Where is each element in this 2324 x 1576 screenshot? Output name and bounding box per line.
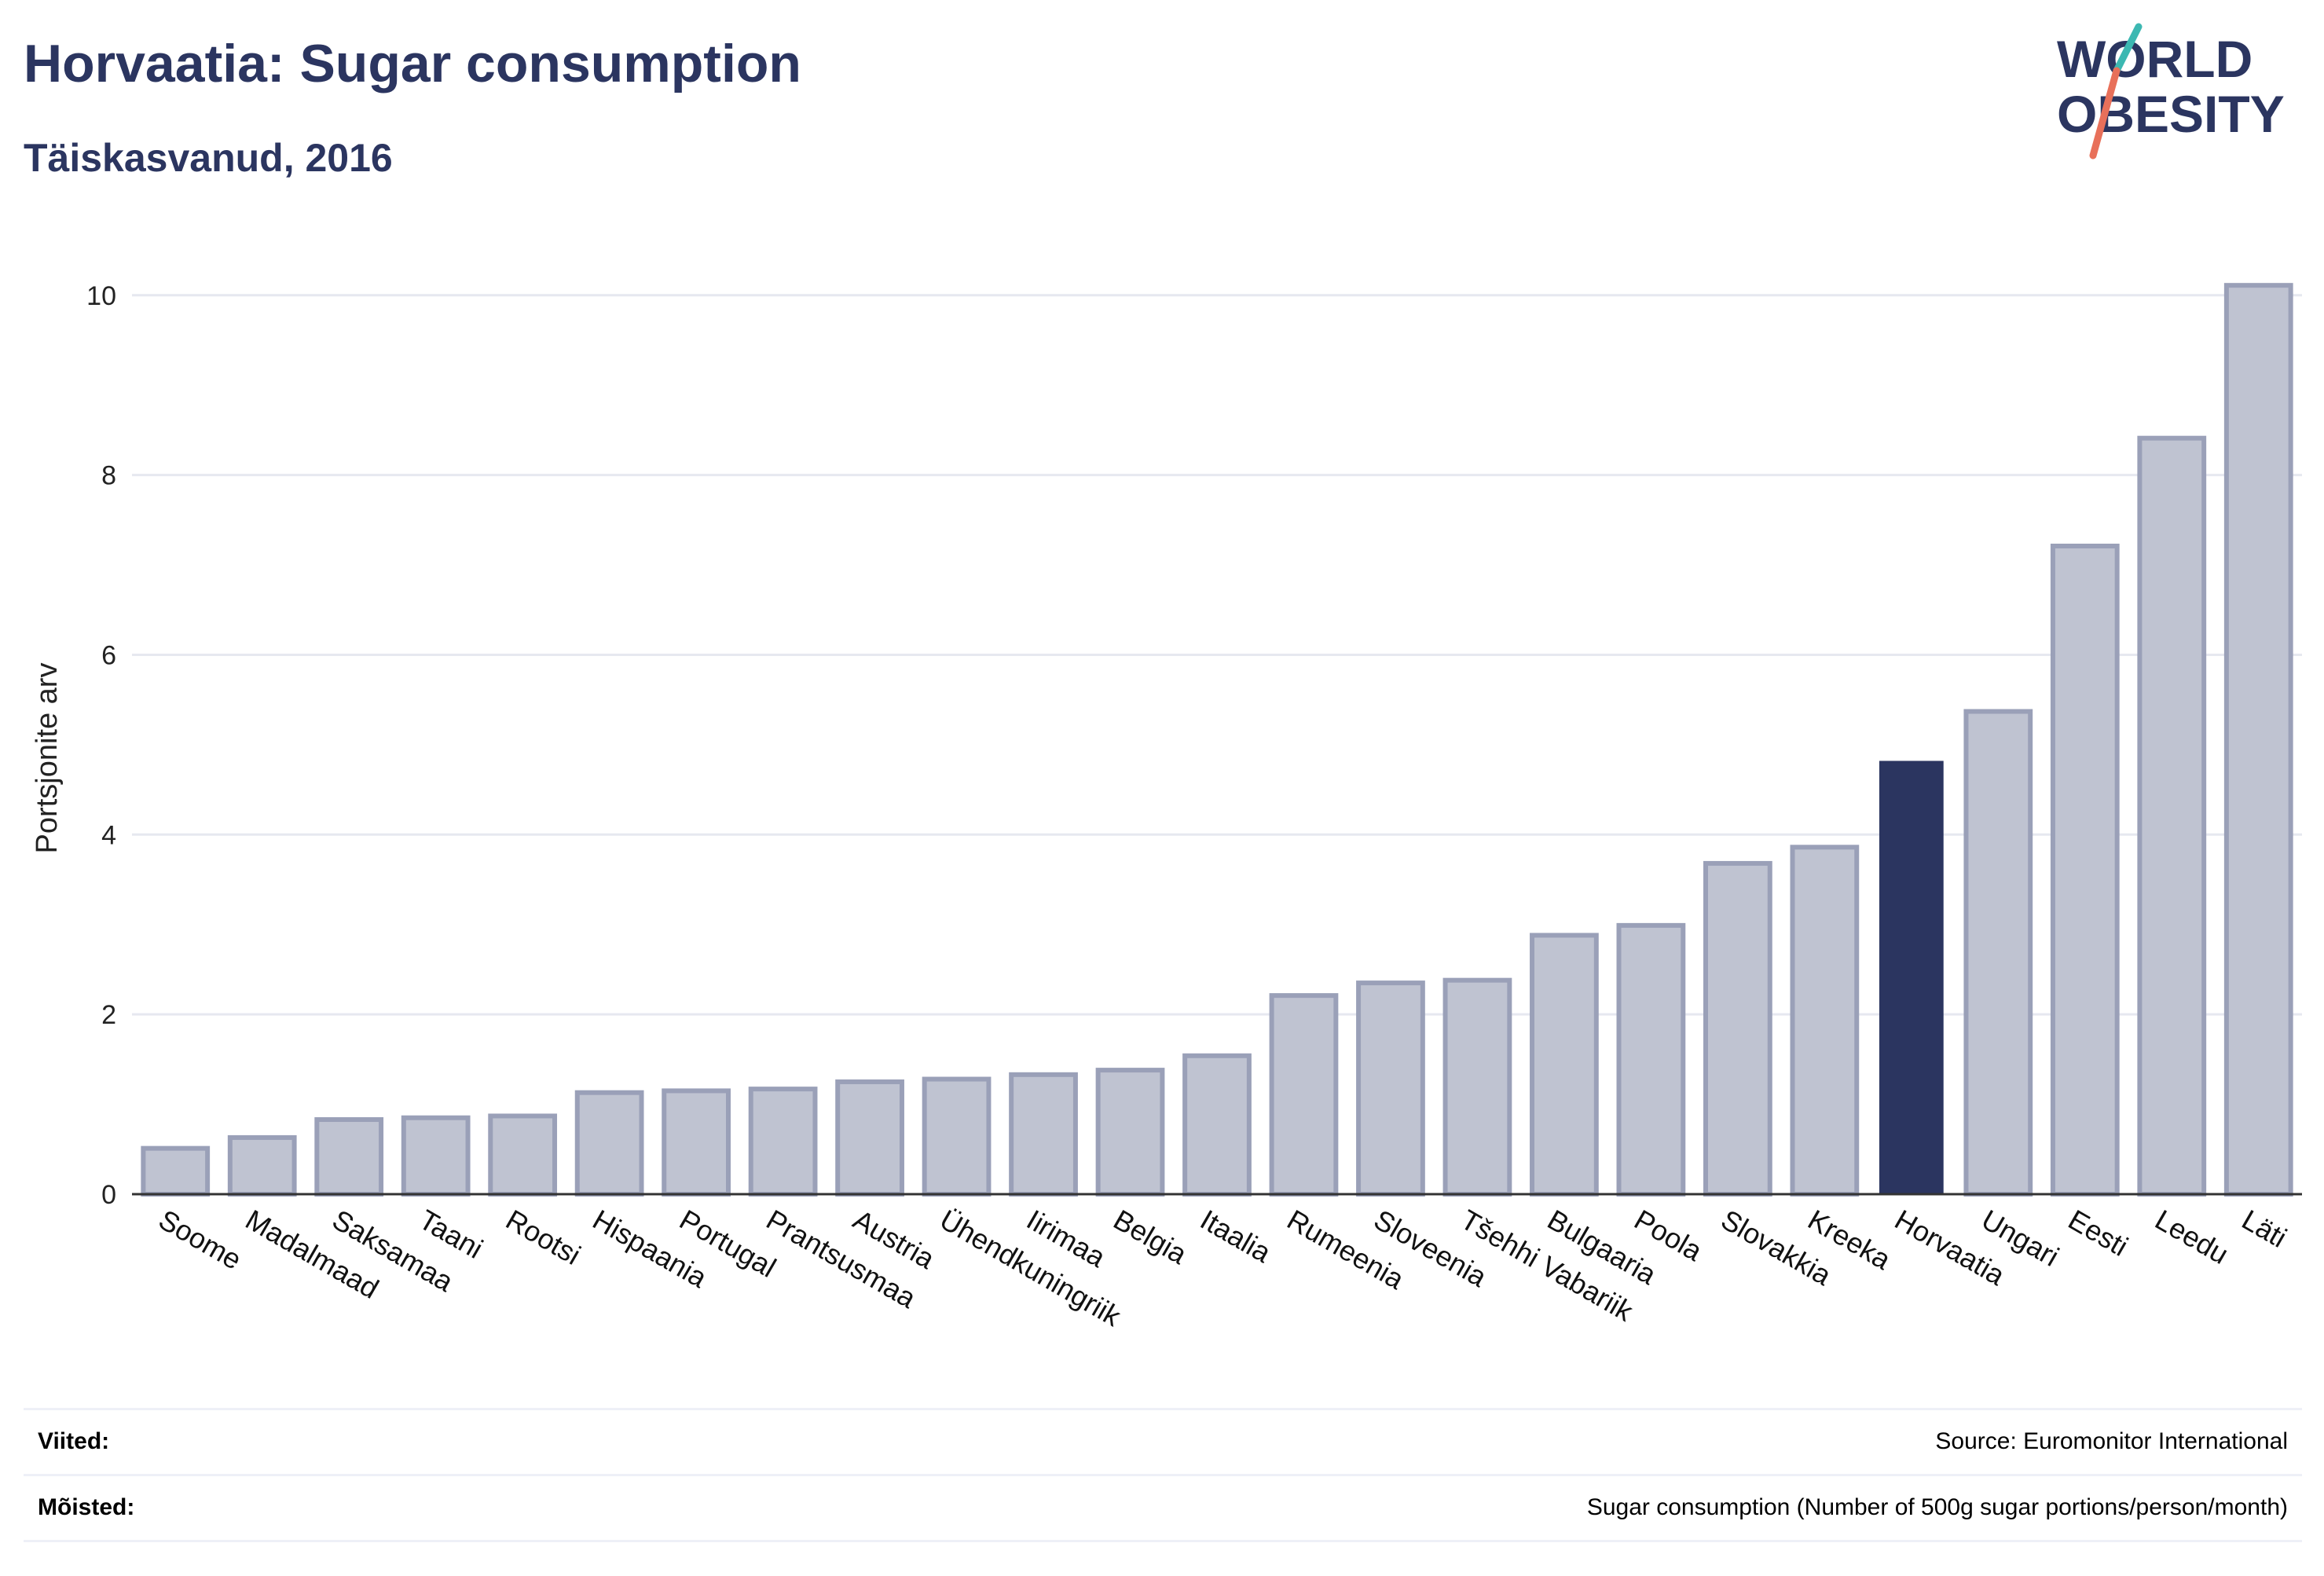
bar-eesti (2050, 544, 2120, 1197)
bar-rumeenia (1269, 993, 1339, 1197)
footer-definitions-row: Mõisted: Sugar consumption (Number of 50… (24, 1477, 2302, 1541)
x-tick-label: Belgia (1109, 1203, 1193, 1270)
logo-slash-teal (2113, 23, 2143, 75)
x-tick-label: Rootsi (500, 1203, 586, 1271)
bar-bulgaaria (1530, 933, 1599, 1197)
bar-belgia (1095, 1068, 1165, 1197)
x-tick-label: Eesti (2063, 1203, 2134, 1263)
x-tick-label: Itaalia (1195, 1203, 1277, 1269)
bar-läti (2223, 283, 2293, 1197)
chart-subtitle: Täiskasvanud, 2016 (24, 136, 393, 180)
y-tick-label: 8 (101, 461, 116, 491)
x-tick-label: Läti (2237, 1203, 2293, 1254)
bar-tšehhi-vabariik (1442, 977, 1512, 1197)
x-tick-label: Leedu (2150, 1203, 2234, 1270)
bar-madalmaad (227, 1134, 297, 1197)
bar-sloveenia (1356, 980, 1425, 1197)
bar-ühendkuningriik (922, 1076, 992, 1197)
references-label: Viited: (38, 1428, 110, 1454)
footer-divider-bottom (24, 1540, 2302, 1542)
y-tick-label: 10 (86, 281, 116, 311)
bar-austria (835, 1079, 904, 1197)
bar-kreeka (1790, 845, 1860, 1197)
bar-slovakkia (1703, 860, 1772, 1197)
y-tick-label: 4 (101, 820, 116, 850)
y-axis-label: Portsjonite arv (31, 663, 64, 854)
bar-soome (141, 1145, 211, 1197)
bar-horvaatia (1879, 761, 1944, 1194)
bar-portugal (662, 1088, 731, 1197)
bar-iirimaa (1009, 1072, 1078, 1197)
logo-text-world: WORLD (2057, 30, 2253, 88)
y-tick-label: 6 (101, 640, 116, 670)
definitions-label: Mõisted: (38, 1494, 135, 1520)
references-value: Source: Euromonitor International (1935, 1428, 2288, 1454)
bar-poola (1616, 922, 1686, 1197)
chart-title: Horvaatia: Sugar consumption (24, 34, 801, 93)
world-obesity-logo: WORLD OBESITY (2057, 23, 2285, 159)
bar-taani (401, 1115, 471, 1197)
footer-divider-middle (24, 1474, 2302, 1476)
logo-slash-coral (2089, 67, 2121, 159)
x-tick-label: Soome (153, 1203, 247, 1276)
y-tick-label: 0 (101, 1180, 116, 1210)
footer-references-row: Viited: Source: Euromonitor Internationa… (24, 1411, 2302, 1475)
bar-leedu (2137, 435, 2207, 1197)
bar-rootsi (488, 1113, 558, 1197)
bar-saksamaa (314, 1117, 384, 1197)
bar-ungari (1963, 709, 2033, 1197)
logo-text-obesity: OBESITY (2057, 85, 2285, 143)
definitions-value: Sugar consumption (Number of 500g sugar … (1586, 1494, 2288, 1520)
bar-itaalia (1182, 1053, 1252, 1197)
bar-hispaania (574, 1090, 644, 1197)
footer-divider-top (24, 1408, 2302, 1410)
bar-prantsusmaa (748, 1087, 818, 1197)
y-tick-label: 2 (101, 1000, 116, 1030)
